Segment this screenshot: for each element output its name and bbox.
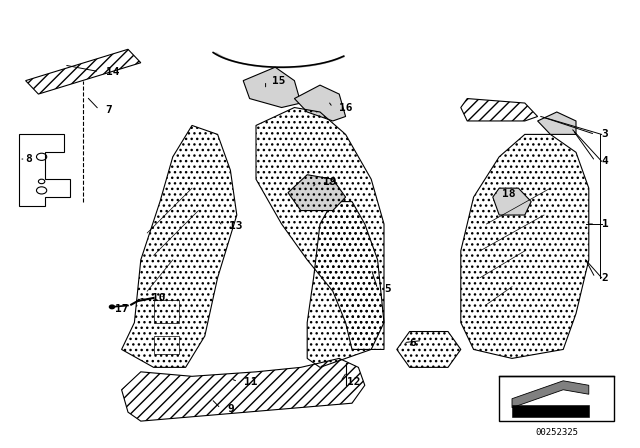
Text: 16: 16	[339, 103, 353, 112]
Polygon shape	[512, 381, 589, 408]
Polygon shape	[538, 112, 576, 134]
Text: 3: 3	[602, 129, 609, 139]
Text: 00252325: 00252325	[535, 428, 579, 437]
Text: 6: 6	[410, 338, 417, 348]
Text: 13: 13	[229, 221, 243, 231]
Text: 2: 2	[602, 273, 609, 283]
Text: 19: 19	[323, 177, 337, 187]
Bar	[154, 300, 179, 323]
Text: 14: 14	[106, 67, 119, 77]
Text: 17: 17	[115, 304, 129, 314]
Polygon shape	[243, 67, 301, 108]
Text: 10: 10	[152, 293, 166, 303]
Text: 8: 8	[26, 154, 33, 164]
Text: 5: 5	[384, 284, 391, 294]
Text: 15: 15	[272, 76, 285, 86]
Bar	[512, 405, 589, 417]
Bar	[499, 376, 614, 421]
Text: 12: 12	[347, 377, 360, 387]
Bar	[154, 336, 179, 354]
Text: 4: 4	[602, 156, 609, 166]
Polygon shape	[493, 188, 531, 215]
Text: 1: 1	[602, 219, 609, 229]
Text: 9: 9	[227, 404, 234, 414]
Polygon shape	[294, 85, 346, 121]
Text: 11: 11	[244, 377, 258, 387]
Text: 7: 7	[106, 105, 113, 115]
Circle shape	[109, 305, 115, 309]
Text: 18: 18	[502, 189, 516, 198]
Polygon shape	[288, 175, 346, 211]
